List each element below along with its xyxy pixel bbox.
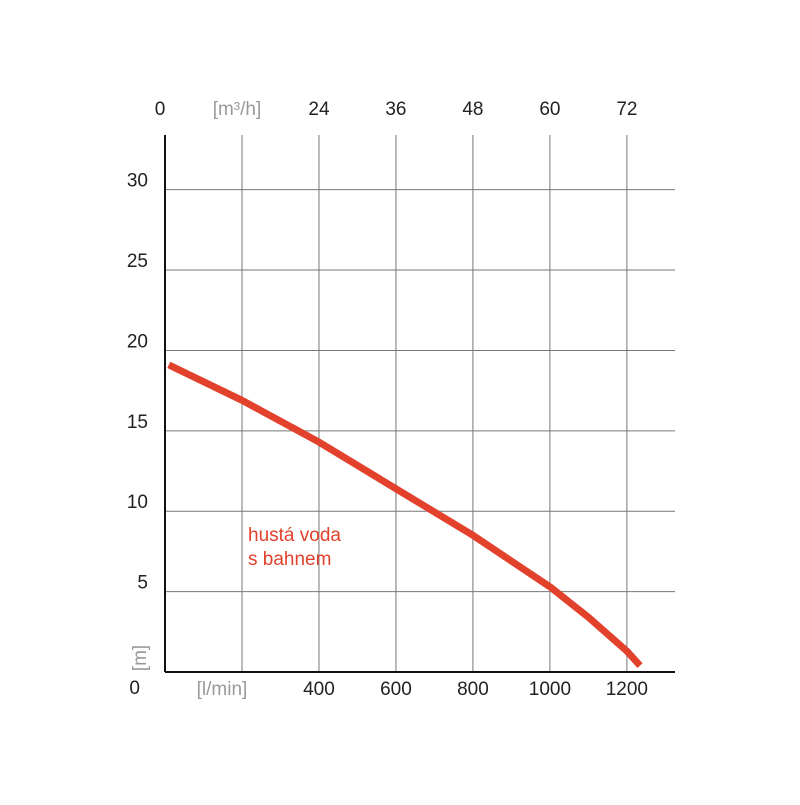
y-tick-label: 5	[137, 573, 148, 594]
annotation: s bahnem	[248, 549, 331, 570]
x2-tick-label: 48	[462, 99, 483, 120]
y-tick-label: 10	[127, 492, 148, 513]
annotation: hustá voda	[248, 525, 341, 546]
curve	[167, 361, 643, 668]
y-axis-label: [m]	[130, 645, 151, 671]
y-tick-label: 30	[127, 171, 148, 192]
x2-tick-label: 60	[539, 99, 560, 120]
y-tick-label: 0	[129, 678, 140, 699]
x-tick-label: 1000	[529, 679, 571, 700]
x-tick-label: 600	[380, 679, 412, 700]
x-tick-label: 1200	[606, 679, 648, 700]
x-tick-label: [l/min]	[197, 679, 248, 700]
x-tick-label: 800	[457, 679, 489, 700]
y-tick-label: 25	[127, 251, 148, 272]
x2-tick-label: 24	[308, 99, 330, 120]
x2-tick-label: 0	[155, 99, 166, 120]
y-tick-label: 20	[127, 331, 148, 352]
x2-tick-label: 36	[385, 99, 406, 120]
x2-tick-label: [m³/h]	[213, 99, 262, 120]
y-tick-label: 15	[127, 412, 148, 433]
x-tick-label: 400	[303, 679, 335, 700]
x2-tick-label: 72	[616, 99, 637, 120]
